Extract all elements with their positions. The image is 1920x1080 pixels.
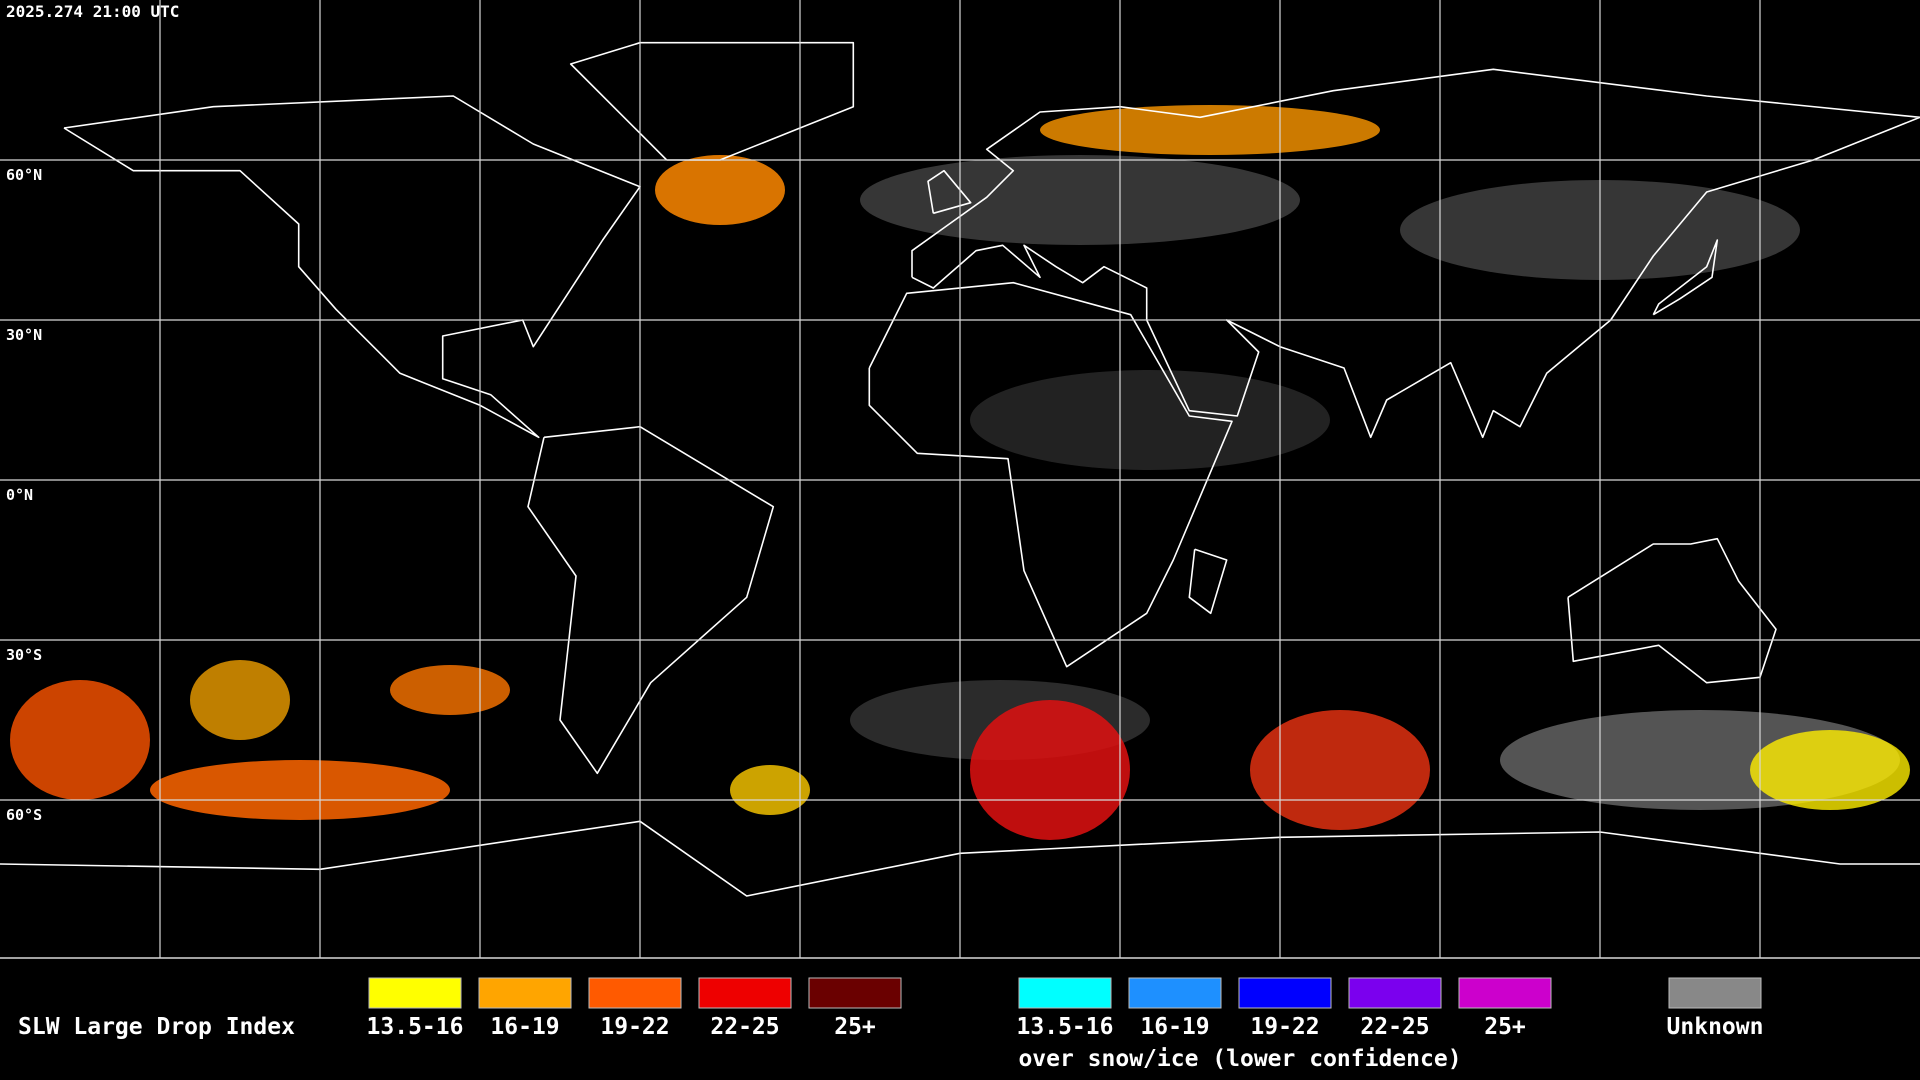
legend-swatch xyxy=(1668,977,1762,1009)
drop-patch xyxy=(655,155,785,225)
legend-swatch xyxy=(1128,977,1222,1009)
legend-swatch xyxy=(808,977,902,1009)
legend-swatch xyxy=(1458,977,1552,1009)
legend-label: 16-19 xyxy=(1140,1014,1209,1040)
coastline xyxy=(527,425,775,775)
drop-patch xyxy=(10,680,150,800)
legend-note: over snow/ice (lower confidence) xyxy=(1018,1046,1461,1072)
timestamp: 2025.274 21:00 UTC xyxy=(6,2,179,21)
coastline xyxy=(927,169,972,215)
coastline xyxy=(1652,239,1719,316)
legend-label: Unknown xyxy=(1667,1014,1764,1040)
legend-label: 13.5-16 xyxy=(1017,1014,1114,1040)
lat-label: 0°N xyxy=(6,486,33,504)
drop-patch xyxy=(1040,105,1380,155)
legend-swatch xyxy=(368,977,462,1009)
legend-swatch xyxy=(698,977,792,1009)
legend-label: 19-22 xyxy=(600,1014,669,1040)
lat-label: 60°N xyxy=(6,166,42,184)
legend-swatch xyxy=(588,977,682,1009)
coastline xyxy=(1567,537,1777,684)
coastline xyxy=(868,281,1233,668)
drop-patch xyxy=(1750,730,1910,810)
drop-patch xyxy=(1250,710,1430,830)
lat-label: 30°N xyxy=(6,326,42,344)
drop-patch xyxy=(390,665,510,715)
drop-patch xyxy=(730,765,810,815)
legend-swatch xyxy=(1348,977,1442,1009)
legend-swatch xyxy=(1018,977,1112,1009)
legend-swatch xyxy=(1238,977,1332,1009)
legend-title: SLW Large Drop Index xyxy=(18,1014,295,1040)
coastline xyxy=(911,68,1920,439)
lat-label: 60°S xyxy=(6,806,42,824)
legend-label: 13.5-16 xyxy=(367,1014,464,1040)
cloud-patch xyxy=(860,155,1300,245)
coastline xyxy=(63,95,641,439)
drop-patch xyxy=(150,760,450,820)
lat-label: 30°S xyxy=(6,646,42,664)
graticule xyxy=(0,0,1920,958)
legend-label: 22-25 xyxy=(710,1014,779,1040)
cloud-patch xyxy=(970,370,1330,470)
drop-patch xyxy=(190,660,290,740)
legend-label: 19-22 xyxy=(1250,1014,1319,1040)
legend-label: 25+ xyxy=(1484,1014,1526,1040)
legend-label: 25+ xyxy=(834,1014,876,1040)
legend-label: 16-19 xyxy=(490,1014,559,1040)
legend-swatch xyxy=(478,977,572,1009)
drop-patch xyxy=(970,700,1130,840)
legend-label: 22-25 xyxy=(1360,1014,1429,1040)
coastline xyxy=(1188,548,1228,615)
